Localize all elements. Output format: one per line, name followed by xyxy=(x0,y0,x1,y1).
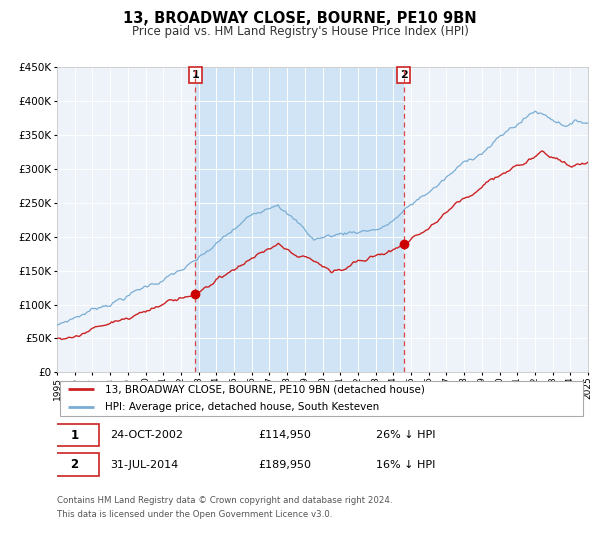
Text: 1: 1 xyxy=(191,70,199,80)
Text: 31-JUL-2014: 31-JUL-2014 xyxy=(110,460,178,469)
Text: HPI: Average price, detached house, South Kesteven: HPI: Average price, detached house, Sout… xyxy=(105,402,379,412)
FancyBboxPatch shape xyxy=(49,424,100,446)
Text: 24-OCT-2002: 24-OCT-2002 xyxy=(110,431,183,440)
Text: 13, BROADWAY CLOSE, BOURNE, PE10 9BN (detached house): 13, BROADWAY CLOSE, BOURNE, PE10 9BN (de… xyxy=(105,384,425,394)
Text: This data is licensed under the Open Government Licence v3.0.: This data is licensed under the Open Gov… xyxy=(57,510,332,519)
FancyBboxPatch shape xyxy=(49,454,100,475)
Text: £114,950: £114,950 xyxy=(259,431,311,440)
Text: £189,950: £189,950 xyxy=(259,460,312,469)
Text: Contains HM Land Registry data © Crown copyright and database right 2024.: Contains HM Land Registry data © Crown c… xyxy=(57,496,392,505)
Text: 26% ↓ HPI: 26% ↓ HPI xyxy=(376,431,435,440)
Bar xyxy=(195,67,404,372)
Text: 13, BROADWAY CLOSE, BOURNE, PE10 9BN: 13, BROADWAY CLOSE, BOURNE, PE10 9BN xyxy=(123,11,477,26)
Text: 16% ↓ HPI: 16% ↓ HPI xyxy=(376,460,435,469)
Text: 2: 2 xyxy=(70,458,79,471)
Text: Price paid vs. HM Land Registry's House Price Index (HPI): Price paid vs. HM Land Registry's House … xyxy=(131,25,469,38)
FancyBboxPatch shape xyxy=(59,381,583,416)
Text: 2: 2 xyxy=(400,70,407,80)
Bar xyxy=(195,67,404,372)
Text: 1: 1 xyxy=(70,429,79,442)
